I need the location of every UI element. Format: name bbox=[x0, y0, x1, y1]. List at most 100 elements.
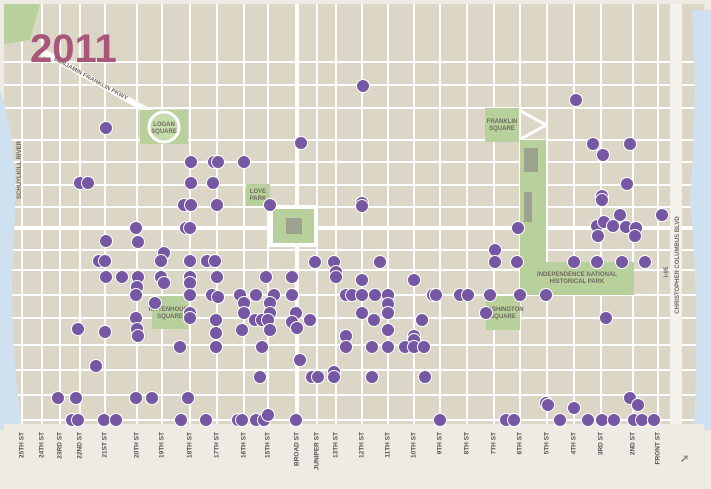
incident-dot bbox=[541, 398, 555, 412]
street-label: 10TH ST bbox=[411, 432, 418, 458]
incident-dot bbox=[81, 176, 95, 190]
incident-dot bbox=[237, 155, 251, 169]
park-label: LOGAN bbox=[153, 122, 175, 128]
incident-dot bbox=[311, 370, 325, 384]
park-label: SQUARE bbox=[490, 314, 516, 320]
street-label: 7TH ST bbox=[491, 432, 498, 454]
park-label: WASHINGTON bbox=[482, 307, 523, 313]
incident-dot bbox=[98, 325, 112, 339]
incident-dot bbox=[595, 413, 609, 427]
park-label: SQUARE bbox=[489, 126, 515, 132]
incident-dot bbox=[303, 313, 317, 327]
incident-dot bbox=[433, 413, 447, 427]
incident-dot bbox=[69, 391, 83, 405]
incident-dot bbox=[98, 254, 112, 268]
river-label: SCHUYLKILL RIVER bbox=[17, 140, 23, 199]
incident-dot bbox=[131, 235, 145, 249]
street-label: BROAD ST bbox=[294, 432, 301, 466]
incident-dot bbox=[606, 219, 620, 233]
parkway bbox=[38, 47, 152, 115]
river bbox=[0, 90, 22, 430]
street-label: 9TH ST bbox=[437, 432, 444, 454]
street-label: 23RD ST bbox=[57, 432, 64, 459]
park-label: HISTORICAL PARK bbox=[550, 279, 605, 285]
incident-dot bbox=[339, 340, 353, 354]
incident-dot bbox=[635, 413, 649, 427]
street bbox=[518, 108, 547, 127]
incident-dot bbox=[415, 313, 429, 327]
incident-dot bbox=[367, 313, 381, 327]
incident-dot bbox=[157, 276, 171, 290]
incident-dot bbox=[129, 288, 143, 302]
building bbox=[286, 218, 302, 234]
incident-dot bbox=[235, 413, 249, 427]
incident-dot bbox=[615, 255, 629, 269]
incident-dot bbox=[381, 323, 395, 337]
incident-dot bbox=[623, 137, 637, 151]
incident-dot bbox=[237, 306, 251, 320]
incident-dot bbox=[261, 408, 275, 422]
incident-dot bbox=[631, 398, 645, 412]
incident-dot bbox=[259, 270, 273, 284]
incident-dot bbox=[581, 413, 595, 427]
incident-dot bbox=[183, 288, 197, 302]
incident-dot bbox=[355, 288, 369, 302]
park bbox=[246, 184, 270, 206]
incident-dot bbox=[235, 323, 249, 337]
incident-dot bbox=[253, 370, 267, 384]
incident-dot bbox=[368, 288, 382, 302]
incident-dot bbox=[109, 413, 123, 427]
incident-dot bbox=[255, 340, 269, 354]
building bbox=[524, 192, 532, 222]
incident-dot bbox=[507, 413, 521, 427]
park-label: LOVE bbox=[250, 189, 266, 195]
incident-dot bbox=[511, 221, 525, 235]
incident-dot bbox=[209, 313, 223, 327]
incident-dot bbox=[285, 288, 299, 302]
incident-dot bbox=[483, 288, 497, 302]
incident-dot bbox=[329, 270, 343, 284]
street-label: FRONT ST bbox=[655, 432, 662, 465]
incident-dot bbox=[183, 276, 197, 290]
incident-dot bbox=[97, 413, 111, 427]
park-label: SQUARE bbox=[151, 129, 177, 135]
street-label: 22ND ST bbox=[77, 432, 84, 459]
incident-dot bbox=[567, 255, 581, 269]
street-label: 11TH ST bbox=[385, 432, 392, 458]
incident-dot bbox=[607, 413, 621, 427]
incident-dot bbox=[210, 198, 224, 212]
park-label: RITTENHOUSE bbox=[148, 307, 191, 313]
incident-dot bbox=[647, 413, 661, 427]
park bbox=[4, 4, 40, 44]
street-label: 20TH ST bbox=[134, 432, 141, 458]
incident-dot bbox=[539, 288, 553, 302]
park-label: SQUARE bbox=[157, 314, 183, 320]
street-label: 21ST ST bbox=[102, 432, 109, 458]
incident-dot bbox=[289, 413, 303, 427]
park-label: INDEPENDENCE NATIONAL bbox=[537, 272, 617, 278]
incident-dot bbox=[99, 234, 113, 248]
street-label: 13TH ST bbox=[333, 432, 340, 458]
incident-dot bbox=[89, 359, 103, 373]
incident-dot bbox=[373, 255, 387, 269]
street-label: 3RD ST bbox=[598, 432, 605, 455]
incident-dot bbox=[184, 198, 198, 212]
street-label: 19TH ST bbox=[159, 432, 166, 458]
incident-dot bbox=[488, 243, 502, 257]
street-label: I-95 bbox=[664, 266, 670, 277]
incident-dot bbox=[209, 340, 223, 354]
incident-dot bbox=[613, 208, 627, 222]
incident-dot bbox=[211, 155, 225, 169]
incident-dot bbox=[381, 340, 395, 354]
incident-dot bbox=[418, 370, 432, 384]
street-label: 16TH ST bbox=[241, 432, 248, 458]
street-label: CHRISTOPHER COLUMBUS BLVD bbox=[675, 216, 681, 314]
street-label: 12TH ST bbox=[359, 432, 366, 458]
incident-dot bbox=[308, 255, 322, 269]
incident-dot bbox=[327, 370, 341, 384]
incident-dot bbox=[131, 329, 145, 343]
park bbox=[147, 110, 181, 144]
incident-dot bbox=[461, 288, 475, 302]
street-label: 25TH ST bbox=[19, 432, 26, 458]
